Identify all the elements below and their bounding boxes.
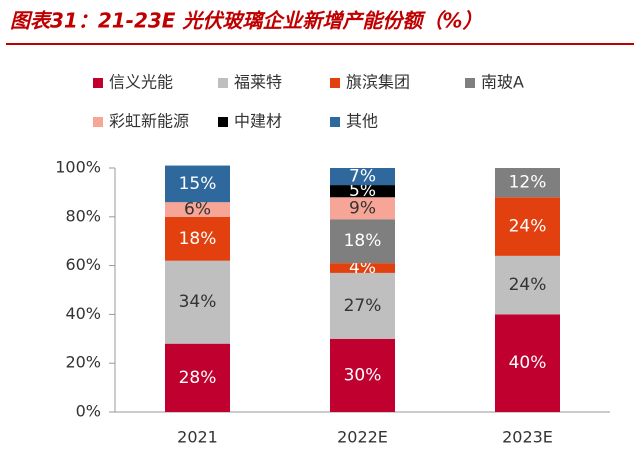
bar-segment <box>165 343 230 412</box>
bar-segment <box>165 202 230 217</box>
data-label: 15% <box>179 174 217 194</box>
x-tick-label: 2022E <box>337 428 388 447</box>
legend-swatch <box>218 78 228 88</box>
y-tick-label: 60% <box>65 255 101 274</box>
data-label: 24% <box>509 217 547 237</box>
legend-swatch <box>330 117 340 127</box>
data-label: 27% <box>344 296 382 316</box>
data-label: 40% <box>509 353 547 373</box>
legend-swatch <box>218 117 228 127</box>
legend-label: 其他 <box>346 112 378 131</box>
bar-segment <box>495 197 560 256</box>
bar-segment <box>330 272 395 339</box>
legend-swatch <box>93 117 103 127</box>
legend-swatch <box>93 78 103 88</box>
bar-segment <box>495 168 560 198</box>
bar-segment <box>330 338 395 412</box>
data-label: 30% <box>344 365 382 385</box>
bar-segment <box>495 314 560 412</box>
data-label: 12% <box>509 173 547 193</box>
bar-segment <box>330 219 395 264</box>
legend-label: 南玻A <box>481 73 524 92</box>
legend-label: 信义光能 <box>109 73 173 92</box>
bar-segment <box>330 197 395 220</box>
data-label: 5% <box>349 181 376 201</box>
y-tick-label: 20% <box>65 353 101 372</box>
data-label: 24% <box>509 275 547 295</box>
data-label: 34% <box>179 292 217 312</box>
x-tick-label: 2023E <box>502 428 553 447</box>
data-label: 9% <box>349 198 376 218</box>
legend-label: 旗滨集团 <box>346 73 410 92</box>
data-label: 6% <box>184 199 211 219</box>
x-tick-label: 2021 <box>177 428 218 447</box>
bar-segment <box>165 216 230 261</box>
bar-segment <box>330 185 395 198</box>
legend-swatch <box>330 78 340 88</box>
chart-title: 图表31：21-23E 光伏玻璃企业新增产能份额（%） <box>10 9 482 33</box>
y-tick-label: 0% <box>76 402 101 421</box>
data-label: 7% <box>349 167 376 187</box>
legend-label: 彩虹新能源 <box>109 112 189 131</box>
bar-segment <box>330 168 395 186</box>
legend-label: 中建材 <box>234 112 282 131</box>
y-tick-label: 100% <box>55 158 101 177</box>
y-tick-label: 40% <box>65 304 101 323</box>
bar-segment <box>165 165 230 203</box>
legend-label: 福莱特 <box>234 73 282 92</box>
bar-segment <box>330 263 395 273</box>
data-label: 28% <box>179 368 217 388</box>
bar-segment <box>165 260 230 344</box>
data-label: 18% <box>179 229 217 249</box>
bar-segment <box>495 255 560 315</box>
y-tick-label: 80% <box>65 206 101 225</box>
data-label: 18% <box>344 231 382 251</box>
legend-swatch <box>465 78 475 88</box>
